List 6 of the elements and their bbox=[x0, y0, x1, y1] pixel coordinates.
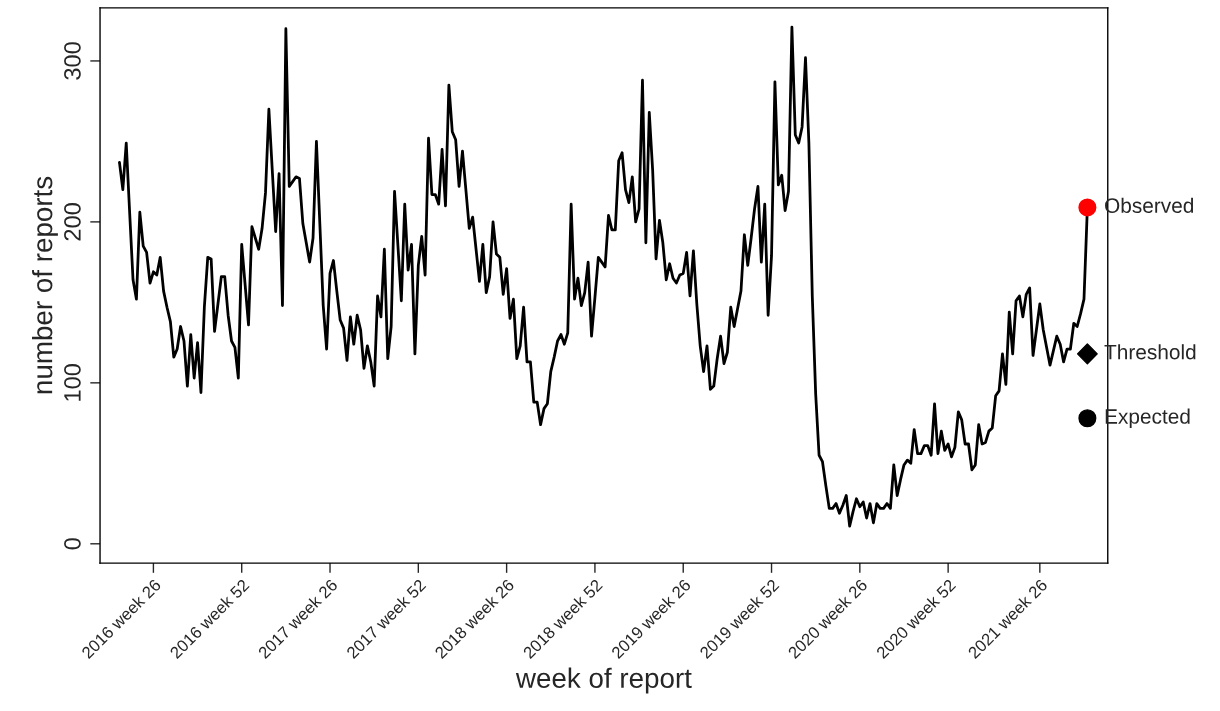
y-tick-label: 300 bbox=[64, 42, 81, 80]
y-tick-label: 0 bbox=[64, 538, 81, 550]
x-axis-title: week of report bbox=[515, 667, 692, 694]
y-tick-label: 100 bbox=[64, 364, 81, 401]
y-axis-title: number of reports bbox=[32, 176, 58, 394]
y-tick-label: 200 bbox=[64, 203, 81, 241]
